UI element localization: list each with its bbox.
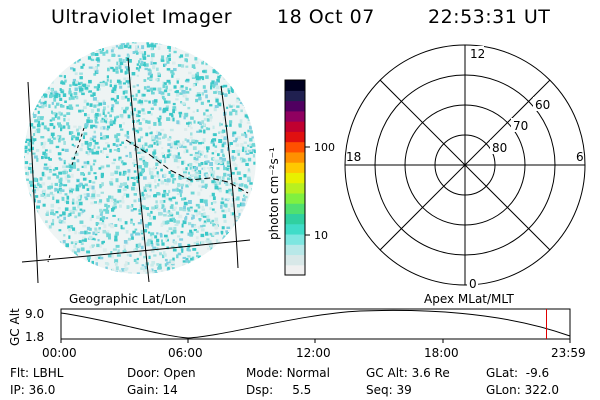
colorbar-segment — [285, 233, 305, 245]
colorbar-segment — [285, 100, 305, 112]
colorbar-scale — [285, 80, 305, 276]
colorbar-segment — [285, 192, 305, 204]
lat-label-60: 60 — [535, 98, 550, 112]
longitude-line — [127, 57, 150, 283]
coastline — [71, 127, 85, 166]
polar-labels: 12 0 18 6 60 70 80 — [346, 46, 584, 291]
mlt-label-0: 0 — [469, 277, 477, 291]
alt-ylabel: GC Alt — [8, 308, 22, 346]
colorbar-segment — [285, 244, 305, 256]
altitude-curve — [60, 309, 571, 339]
alt-xtick-label: 06:00 — [168, 346, 203, 360]
door-field: Door: Open — [127, 366, 196, 380]
colorbar-segment — [285, 213, 305, 225]
dsp-label: Dsp: — [246, 383, 274, 397]
colorbar-segment — [285, 264, 305, 276]
alt-xtick-label: 00:00 — [42, 346, 77, 360]
glat-value: -9.6 — [525, 366, 550, 380]
colorbar-segment — [285, 131, 305, 143]
colorbar-tick-label: 10 — [314, 229, 328, 242]
colorbar-segment — [285, 121, 305, 132]
mlt-label-6: 6 — [576, 150, 584, 164]
longitude-line — [220, 85, 239, 269]
glat-field: GLat: -9.6 — [486, 366, 549, 380]
colorbar-segment — [285, 141, 305, 153]
alt-ytick-label: 9.0 — [25, 307, 44, 321]
alt-xtick-label: 23:59 — [551, 346, 586, 360]
mode-field: Mode: Normal — [246, 366, 330, 380]
seq-label: Seq: — [366, 383, 393, 397]
door-value: Open — [163, 366, 196, 380]
altitude-plot-frame — [60, 308, 571, 340]
alt-ytick-label: 1.8 — [25, 330, 44, 344]
longitude-line — [27, 81, 39, 284]
dsp-value: 5.5 — [292, 383, 312, 397]
colorbar: 100 10 photon cm⁻²s⁻¹ — [267, 79, 335, 276]
door-label: Door: — [127, 366, 160, 380]
app-title: Ultraviolet Imager — [51, 6, 233, 28]
lat-label-70: 70 — [513, 119, 528, 133]
colorbar-segment — [285, 151, 305, 163]
colorbar-segment — [285, 172, 305, 184]
ip-label: IP: — [10, 383, 25, 397]
coastline — [47, 254, 51, 263]
glon-field: GLon: 322.0 — [486, 383, 559, 397]
ip-value: 36.0 — [28, 383, 56, 397]
gain-label: Gain: — [127, 383, 159, 397]
polar-plot — [344, 44, 586, 286]
colorbar-segment — [285, 223, 305, 235]
colorbar-tick-label: 100 — [314, 141, 335, 154]
colorbar-segment — [285, 162, 305, 173]
uv-image-panel — [21, 42, 256, 284]
glon-label: GLon: — [486, 383, 521, 397]
filter-value: LBHL — [32, 366, 64, 380]
alt-xtick-label: 18:00 — [424, 346, 459, 360]
colorbar-segment — [285, 80, 305, 91]
filter-field: Flt: LBHL — [10, 366, 63, 380]
colorbar-segment — [285, 110, 305, 122]
polar-panel-label: Apex MLat/MLT — [424, 292, 514, 306]
filter-label: Flt: — [10, 366, 29, 380]
mlt-label-18: 18 — [346, 150, 361, 164]
geographic-grid — [21, 57, 251, 284]
colorbar-segment — [285, 254, 305, 266]
seq-value: 39 — [396, 383, 412, 397]
time-readout: 22:53:31 UT — [428, 6, 551, 28]
lat-label-80: 80 — [492, 141, 507, 155]
polar-axis — [379, 79, 551, 251]
gain-value: 14 — [162, 383, 178, 397]
gcalt-value: 3.6 Re — [411, 366, 450, 380]
date-readout: 18 Oct 07 — [277, 6, 375, 28]
colorbar-segment — [285, 90, 305, 102]
ip-field: IP: 36.0 — [10, 383, 55, 397]
seq-field: Seq: 39 — [366, 383, 412, 397]
gain-field: Gain: 14 — [127, 383, 178, 397]
mlt-label-12: 12 — [470, 47, 485, 61]
alt-xtick-label: 12:00 — [296, 346, 331, 360]
colorbar-label: photon cm⁻²s⁻¹ — [267, 147, 281, 240]
colorbar-segment — [285, 182, 305, 194]
image-panel-label: Geographic Lat/Lon — [69, 292, 186, 306]
glon-value: 322.0 — [524, 383, 559, 397]
latitude-line — [21, 239, 251, 263]
gcalt-label: GC Alt: — [366, 366, 408, 380]
dsp-field: Dsp: 5.5 — [246, 383, 311, 397]
glat-label: GLat: — [486, 366, 519, 380]
mode-label: Mode: — [246, 366, 283, 380]
altitude-plot: 9.0 1.8 GC Alt 00:00 06:00 12:00 18:00 2… — [8, 307, 586, 360]
mode-value: Normal — [286, 366, 330, 380]
coastline — [125, 139, 249, 194]
colorbar-segment — [285, 203, 305, 215]
gcalt-field: GC Alt: 3.6 Re — [366, 366, 450, 380]
